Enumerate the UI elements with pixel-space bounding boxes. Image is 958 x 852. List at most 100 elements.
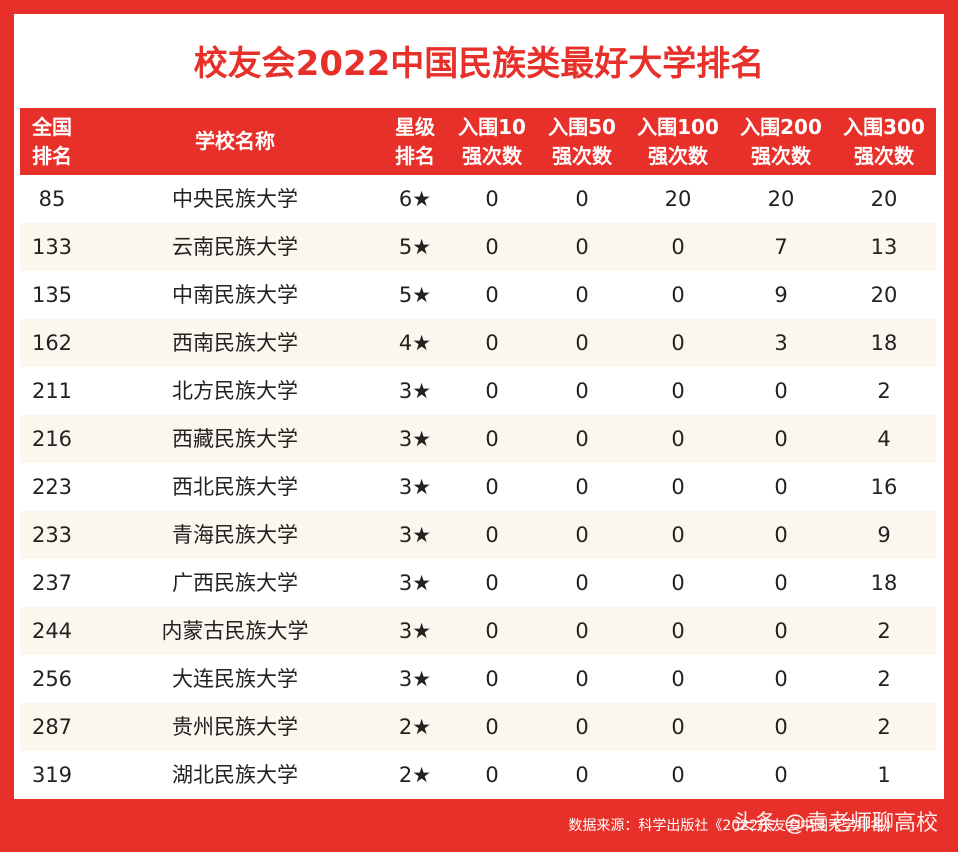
table-cell: 0 <box>485 331 499 355</box>
table-cell: 0 <box>575 571 589 595</box>
table-row: 162 西南民族大学 4★ 0 0 0 3 18 <box>20 319 936 367</box>
table-row: 237 广西民族大学 3★ 0 0 0 0 18 <box>20 559 936 607</box>
table-cell: 0 <box>485 523 499 547</box>
table-row: 133 云南民族大学 5★ 0 0 0 7 13 <box>20 223 936 271</box>
table-cell: 5★ <box>398 235 432 259</box>
table-cell: 3★ <box>398 619 432 643</box>
header-cell: 强次数 <box>854 144 914 168</box>
table-cell: 18 <box>870 571 898 595</box>
table-cell: 0 <box>485 571 499 595</box>
table-row: 244 内蒙古民族大学 3★ 0 0 0 0 2 <box>20 607 936 655</box>
title: 校友会2022中国民族类最好大学排名 <box>193 44 765 84</box>
table-cell: 3★ <box>398 427 432 451</box>
table-cell: 云南民族大学 <box>172 235 298 259</box>
table-cell: 287 <box>31 715 73 739</box>
table-cell: 西南民族大学 <box>172 331 298 355</box>
table-row: 211 北方民族大学 3★ 0 0 0 0 2 <box>20 367 936 415</box>
table-cell: 0 <box>774 475 788 499</box>
table-cell: 0 <box>671 331 685 355</box>
table-cell: 0 <box>671 667 685 691</box>
table-cell: 0 <box>774 523 788 547</box>
table-cell: 20 <box>870 283 898 307</box>
table-cell: 211 <box>31 379 73 403</box>
table-cell: 244 <box>31 619 73 643</box>
table-cell: 0 <box>774 571 788 595</box>
table-cell: 135 <box>31 283 73 307</box>
header-cell: 入围50 <box>548 115 616 139</box>
table-cell: 3★ <box>398 523 432 547</box>
header-cell: 强次数 <box>751 144 811 168</box>
header-cell: 排名 <box>32 144 72 168</box>
header-cell: 星级 <box>395 115 435 139</box>
table-cell: 大连民族大学 <box>172 667 298 691</box>
table-cell: 0 <box>575 331 589 355</box>
table-cell: 湖北民族大学 <box>172 763 298 787</box>
table-cell: 0 <box>485 187 499 211</box>
table-cell: 0 <box>485 763 499 787</box>
table-cell: 内蒙古民族大学 <box>161 619 309 643</box>
table-cell: 青海民族大学 <box>172 523 298 547</box>
table-cell: 0 <box>485 235 499 259</box>
header-cell: 强次数 <box>462 144 522 168</box>
table-cell: 9 <box>774 283 788 307</box>
table-cell: 0 <box>671 283 685 307</box>
table-cell: 西藏民族大学 <box>172 427 298 451</box>
table-cell: 16 <box>870 475 898 499</box>
table-cell: 5★ <box>398 283 432 307</box>
table-cell: 237 <box>31 571 73 595</box>
table-cell: 广西民族大学 <box>172 571 298 595</box>
header-cell: 排名 <box>395 144 435 168</box>
table-cell: 0 <box>575 763 589 787</box>
table-cell: 0 <box>774 427 788 451</box>
table-cell: 2 <box>877 619 891 643</box>
table-cell: 216 <box>31 427 73 451</box>
table-cell: 西北民族大学 <box>172 475 298 499</box>
table-cell: 中央民族大学 <box>172 187 298 211</box>
table-cell: 0 <box>485 715 499 739</box>
table-cell: 0 <box>485 379 499 403</box>
table-cell: 319 <box>31 763 73 787</box>
table-cell: 9 <box>877 523 891 547</box>
table-cell: 133 <box>31 235 73 259</box>
header-cell: 全国 <box>32 115 72 139</box>
table-cell: 20 <box>870 187 898 211</box>
table-cell: 0 <box>575 619 589 643</box>
table-cell: 0 <box>485 667 499 691</box>
table-cell: 0 <box>575 379 589 403</box>
table-cell: 20 <box>664 187 692 211</box>
table-row: 287 贵州民族大学 2★ 0 0 0 0 2 <box>20 703 936 751</box>
table-cell: 223 <box>31 475 73 499</box>
table-cell: 1 <box>877 763 891 787</box>
table-cell: 0 <box>485 427 499 451</box>
table-cell: 0 <box>671 571 685 595</box>
table-row: 233 青海民族大学 3★ 0 0 0 0 9 <box>20 511 936 559</box>
table-cell: 0 <box>671 379 685 403</box>
table-cell: 3 <box>774 331 788 355</box>
source-note: 数据来源：科学出版社《2022校友会中国大学排名》 <box>568 818 898 834</box>
header-cell: 强次数 <box>648 144 708 168</box>
table-cell: 0 <box>671 619 685 643</box>
table-cell: 0 <box>485 619 499 643</box>
table-row: 135 中南民族大学 5★ 0 0 0 9 20 <box>20 271 936 319</box>
table-row: 223 西北民族大学 3★ 0 0 0 0 16 <box>20 463 936 511</box>
header-cell: 学校名称 <box>195 129 275 153</box>
table-cell: 0 <box>774 619 788 643</box>
table-cell: 2 <box>877 667 891 691</box>
table-cell: 贵州民族大学 <box>172 715 298 739</box>
table-cell: 3★ <box>398 571 432 595</box>
table-row: 216 西藏民族大学 3★ 0 0 0 0 4 <box>20 415 936 463</box>
table-cell: 0 <box>575 667 589 691</box>
table-cell: 3★ <box>398 667 432 691</box>
table-cell: 2 <box>877 379 891 403</box>
table-cell: 3★ <box>398 379 432 403</box>
table-cell: 0 <box>575 427 589 451</box>
table-cell: 6★ <box>398 187 432 211</box>
header-cell: 入围200 <box>740 115 822 139</box>
table-cell: 2 <box>877 715 891 739</box>
table-cell: 256 <box>31 667 73 691</box>
table-cell: 85 <box>38 187 66 211</box>
table-row: 85 中央民族大学 6★ 0 0 20 20 20 <box>20 175 936 223</box>
table-cell: 0 <box>575 283 589 307</box>
table-cell: 0 <box>485 283 499 307</box>
